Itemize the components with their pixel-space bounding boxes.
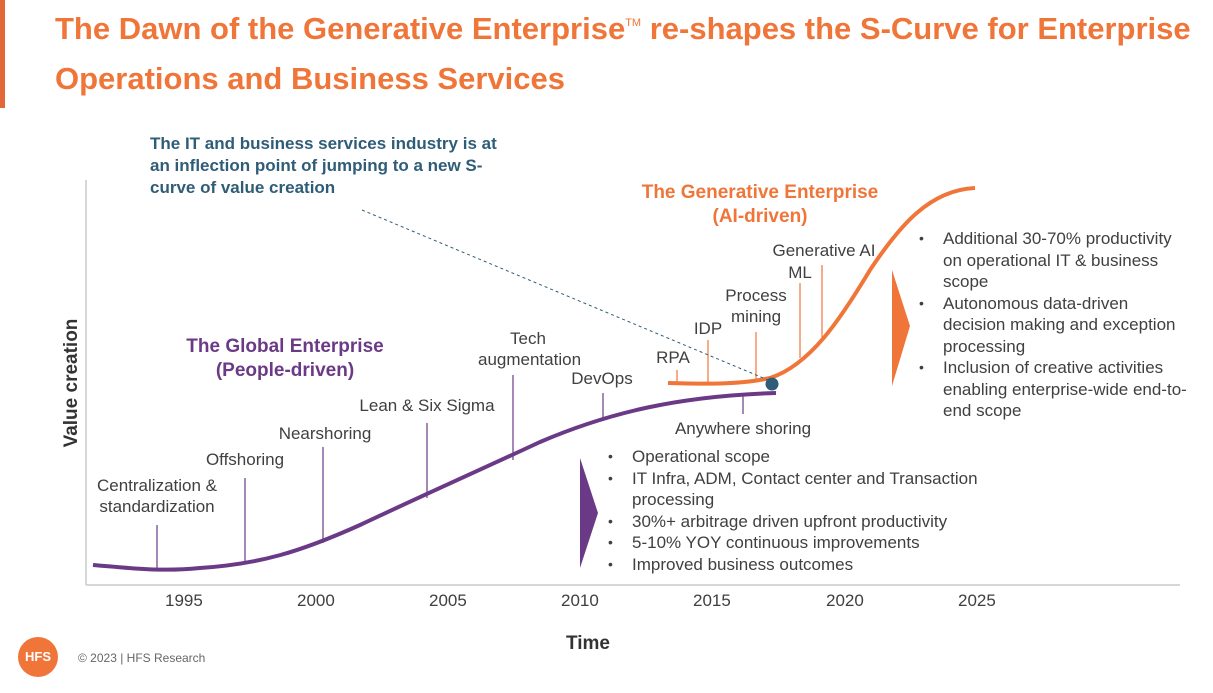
year-tick: 1995 <box>165 591 203 610</box>
accent-bar <box>0 0 5 108</box>
milestone-label: Anywhere shoring <box>674 419 812 438</box>
bullet-item: 5-10% YOY continuous improvements <box>608 532 988 554</box>
global-enterprise-curve <box>92 391 777 572</box>
global-milestone-lines <box>156 375 744 568</box>
generative-enterprise-curve <box>667 186 976 386</box>
milestone-label: Tech augmentation <box>478 329 582 369</box>
milestone-label: IDP <box>693 319 723 338</box>
year-tick: 2010 <box>561 591 599 610</box>
bullet-item: Inclusion of creative activities enablin… <box>919 357 1189 422</box>
bullet-item: IT Infra, ADM, Contact center and Transa… <box>608 468 988 511</box>
milestone-label: Centralization & standardization <box>96 476 217 516</box>
global-enterprise-bullets: Operational scope IT Infra, ADM, Contact… <box>608 446 988 575</box>
generative-enterprise-title: The Generative Enterprise (AI-driven) <box>641 182 879 227</box>
orange-chevron-icon <box>892 270 910 386</box>
milestone-label: Process mining <box>725 286 787 326</box>
y-axis-label: Value creation <box>61 318 82 448</box>
milestone-label: DevOps <box>571 369 633 388</box>
milestone-label: Offshoring <box>205 450 285 469</box>
page-title: The Dawn of the Generative EnterpriseTM … <box>55 11 1191 96</box>
global-enterprise-title: The Global Enterprise (People-driven) <box>186 336 384 381</box>
purple-chevron-icon <box>580 458 598 568</box>
year-tick: 2000 <box>297 591 335 610</box>
milestone-label: ML <box>788 263 812 282</box>
inflection-annotation: The IT and business services industry is… <box>150 134 497 197</box>
bullet-item: 30%+ arbitrage driven upfront productivi… <box>608 511 988 533</box>
milestone-label: RPA <box>656 348 690 367</box>
generative-enterprise-bullets: Additional 30-70% productivity on operat… <box>919 228 1189 422</box>
copyright: © 2023 | HFS Research <box>78 651 206 665</box>
milestone-label: Generative AI <box>772 241 876 260</box>
bullet-item: Autonomous data-driven decision making a… <box>919 293 1189 358</box>
milestone-label: Lean & Six Sigma <box>359 396 495 415</box>
annotation-pointer <box>361 209 769 381</box>
year-tick: 2005 <box>429 591 467 610</box>
year-tick: 2025 <box>958 591 996 610</box>
milestone-label: Nearshoring <box>278 424 372 443</box>
bullet-item: Operational scope <box>608 446 988 468</box>
year-tick: 2020 <box>826 591 864 610</box>
year-tick: 2015 <box>693 591 731 610</box>
hfs-logo: HFS <box>18 637 58 677</box>
bullet-item: Improved business outcomes <box>608 554 988 576</box>
generative-milestone-lines <box>676 265 823 383</box>
x-axis-label: Time <box>566 633 611 654</box>
bullet-item: Additional 30-70% productivity on operat… <box>919 228 1189 293</box>
inflection-point-marker <box>765 377 779 391</box>
